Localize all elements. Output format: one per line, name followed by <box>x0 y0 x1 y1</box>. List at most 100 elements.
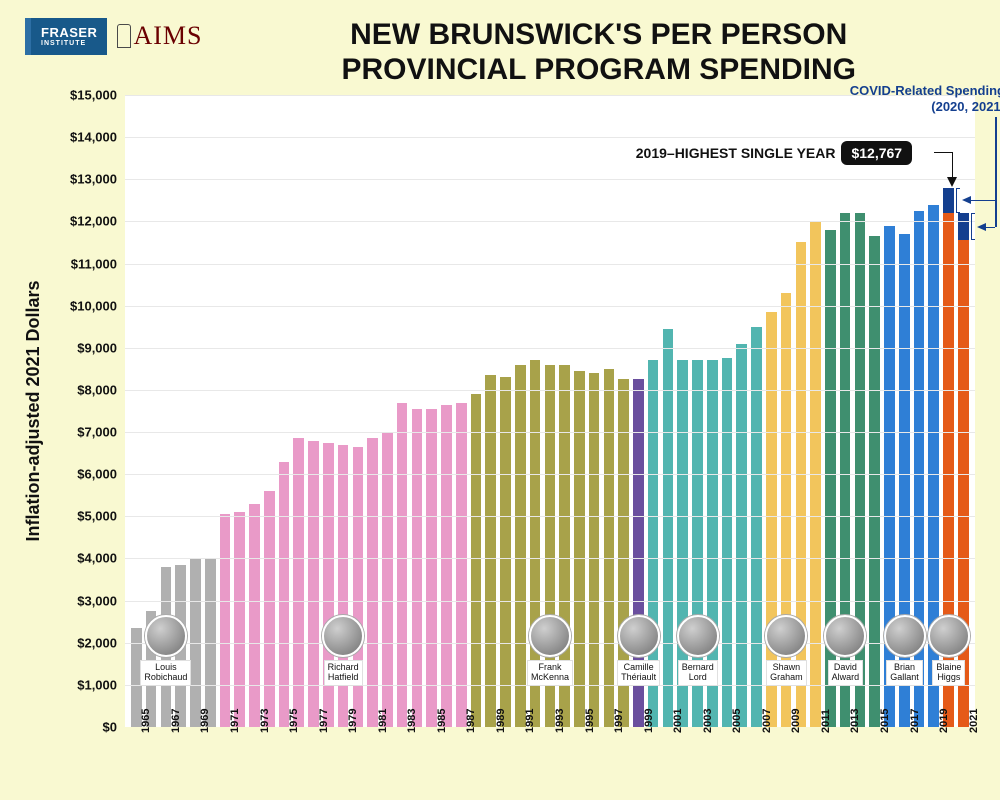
premier-marker: DavidAlward <box>816 615 874 686</box>
aims-logo: AIMS <box>113 21 202 51</box>
bar-1996 <box>589 373 600 727</box>
bar-1982 <box>382 432 393 727</box>
xtick-label: 1969 <box>199 709 211 733</box>
bar-1990 <box>500 377 511 727</box>
logos: FRASER INSTITUTE AIMS <box>25 18 202 55</box>
premier-marker: LouisRobichaud <box>137 615 195 686</box>
xtick-label: 2013 <box>849 709 861 733</box>
ytick-label: $6,000 <box>57 467 117 482</box>
xtick-label: 2019 <box>938 709 950 733</box>
xtick-label: 1971 <box>229 709 241 733</box>
xtick-label: 1989 <box>495 709 507 733</box>
fraser-institute-logo: FRASER INSTITUTE <box>25 18 107 55</box>
xtick-label: 1979 <box>347 709 359 733</box>
covid-annot-l1: COVID-Related Spending <box>850 83 1000 99</box>
premier-avatar <box>677 615 719 657</box>
xtick-label: 1987 <box>465 709 477 733</box>
premier-name: BernardLord <box>678 660 718 686</box>
bar-slot <box>483 95 498 727</box>
xtick-label: 1991 <box>524 709 536 733</box>
xtick-label: 1985 <box>436 709 448 733</box>
premier-name: DavidAlward <box>828 660 864 686</box>
connector-line <box>995 117 997 227</box>
premier-name: LouisRobichaud <box>140 660 191 686</box>
bar-slot <box>232 95 247 727</box>
premier-name: BrianGallant <box>886 660 923 686</box>
bar-1971 <box>220 514 231 727</box>
premier-name: BlaineHiggs <box>932 660 965 686</box>
connector-line <box>970 200 995 201</box>
bar-slot <box>203 95 218 727</box>
title-line-1: NEW BRUNSWICK'S PER PERSON <box>222 18 975 53</box>
xtick-label: 2015 <box>879 709 891 733</box>
bar-slot <box>469 95 484 727</box>
fraser-logo-sub: INSTITUTE <box>41 40 97 47</box>
bar-slot <box>262 95 277 727</box>
ytick-label: $5,000 <box>57 509 117 524</box>
bar-1973 <box>249 504 260 727</box>
covid-annot-l2: (2020, 2021) <box>850 99 1000 115</box>
chart: Inflation-adjusted 2021 Dollars $0$1,000… <box>65 95 975 775</box>
covid-overlay-2020 <box>943 188 954 213</box>
premier-name: RichardHatfield <box>324 660 363 686</box>
xtick-label: 1993 <box>554 709 566 733</box>
xtick-label: 1997 <box>613 709 625 733</box>
bracket-icon <box>956 188 960 213</box>
connector-line <box>985 227 995 228</box>
bar-slot <box>424 95 439 727</box>
premier-avatar <box>765 615 807 657</box>
header: FRASER INSTITUTE AIMS NEW BRUNSWICK'S PE… <box>0 0 1000 87</box>
annotation-2019-badge: $12,767 <box>841 141 912 165</box>
premier-avatar <box>824 615 866 657</box>
bar-1974 <box>264 491 275 727</box>
premier-marker: ShawnGraham <box>757 615 815 686</box>
xtick-label: 2007 <box>761 709 773 733</box>
ytick-label: $10,000 <box>57 298 117 313</box>
bar-slot <box>734 95 749 727</box>
xtick-label: 1977 <box>318 709 330 733</box>
gridline <box>125 306 975 307</box>
arrow-down-icon <box>947 177 957 187</box>
premier-avatar <box>618 615 660 657</box>
bar-slot <box>380 95 395 727</box>
bar-slot <box>439 95 454 727</box>
xtick-label: 1983 <box>406 709 418 733</box>
bar-slot <box>454 95 469 727</box>
gridline <box>125 137 975 138</box>
ytick-label: $4,000 <box>57 551 117 566</box>
xtick-label: 1999 <box>643 709 655 733</box>
bar-slot <box>498 95 513 727</box>
xtick-label: 1981 <box>377 709 389 733</box>
ytick-label: $11,000 <box>57 256 117 271</box>
premier-marker: CamilleThériault <box>610 615 668 686</box>
premier-name: CamilleThériault <box>617 660 660 686</box>
covid-annotation: COVID-Related Spending(2020, 2021) <box>850 83 1000 114</box>
ytick-label: $3,000 <box>57 593 117 608</box>
ytick-label: $14,000 <box>57 130 117 145</box>
bar-slot <box>291 95 306 727</box>
gridline <box>125 390 975 391</box>
xtick-label: 1973 <box>259 709 271 733</box>
gridline <box>125 348 975 349</box>
gridline <box>125 474 975 475</box>
xtick-label: 1965 <box>140 709 152 733</box>
ytick-label: $1,000 <box>57 677 117 692</box>
title-line-2: PROVINCIAL PROGRAM SPENDING <box>222 53 975 88</box>
xtick-label: 2021 <box>968 709 980 733</box>
ytick-label: $7,000 <box>57 425 117 440</box>
annotation-2019: 2019–HIGHEST SINGLE YEAR$12,767 <box>636 141 912 165</box>
lighthouse-icon <box>117 24 131 48</box>
gridline <box>125 601 975 602</box>
ytick-label: $12,000 <box>57 214 117 229</box>
ytick-label: $0 <box>57 720 117 735</box>
premier-name: FrankMcKenna <box>527 660 573 686</box>
bar-2006 <box>736 344 747 727</box>
premier-avatar <box>928 615 970 657</box>
bar-slot <box>247 95 262 727</box>
bar-1976 <box>293 438 304 727</box>
xtick-label: 2005 <box>731 709 743 733</box>
xtick-label: 2011 <box>820 709 832 733</box>
xtick-label: 1975 <box>288 709 300 733</box>
bar-1987 <box>456 403 467 727</box>
bar-slot <box>587 95 602 727</box>
